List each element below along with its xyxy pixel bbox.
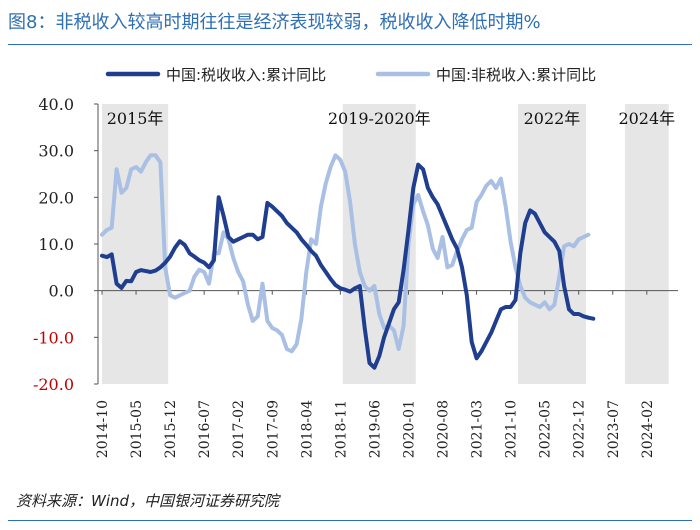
- bottom-rule: [8, 520, 692, 521]
- y-tick-label-1: 30.0: [38, 142, 74, 161]
- x-tick-label-2: 2015-12: [163, 400, 179, 458]
- shaded-period-label-1: 2019-2020年: [328, 109, 431, 128]
- series-line-1: [100, 153, 591, 354]
- shaded-period-0: [102, 104, 169, 384]
- x-tick-label-11: 2021-03: [470, 400, 486, 458]
- x-tick-label-14: 2022-12: [572, 400, 588, 458]
- x-tick-label-13: 2022-05: [538, 400, 554, 458]
- axes: 40.0 30.0 20.0 10.0 0.0 -10.0 -20.0 2014-10 2015…: [33, 95, 678, 458]
- x-tick-label-1: 2015-05: [129, 400, 145, 458]
- x-tick-label-5: 2017-09: [265, 400, 281, 458]
- x-tick-label-0: 2014-10: [95, 400, 111, 458]
- title-rule: [8, 44, 692, 45]
- legend-label-1: 中国:非税收入:累计同比: [436, 66, 596, 84]
- shaded-periods: 2015年 2019-2020年 2022年 2024年: [102, 104, 675, 384]
- shaded-period-label-3: 2024年: [618, 109, 675, 128]
- x-tick-label-6: 2018-04: [299, 400, 315, 458]
- series-line-0: [100, 162, 596, 370]
- x-tick-label-4: 2017-02: [231, 400, 247, 458]
- shaded-period-3: [624, 104, 669, 384]
- shaded-period-label-2: 2022年: [524, 109, 581, 128]
- y-tick-label-0: 40.0: [38, 95, 74, 114]
- source-note: 资料来源：Wind，中国银河证券研究院: [16, 492, 280, 510]
- x-tick-label-7: 2018-11: [333, 400, 349, 458]
- shaded-period-label-0: 2015年: [107, 109, 164, 128]
- x-tick-label-12: 2021-10: [504, 400, 520, 458]
- x-tick-label-16: 2024-02: [640, 400, 656, 458]
- series-lines: [100, 153, 596, 370]
- chart-title: 图8：非税收入较高时期往往是经济表现较弱，税收收入降低时期%: [8, 12, 541, 33]
- y-tick-label-2: 20.0: [38, 188, 74, 207]
- x-tick-label-15: 2023-07: [606, 400, 622, 458]
- y-tick-label-6: -20.0: [33, 375, 74, 394]
- x-tick-label-10: 2020-08: [436, 400, 452, 458]
- x-tick-label-9: 2020-01: [401, 400, 417, 458]
- x-tick-label-8: 2019-06: [367, 400, 383, 458]
- y-tick-label-3: 10.0: [38, 235, 74, 254]
- legend: 中国:税收收入:累计同比 中国:非税收入:累计同比: [105, 66, 596, 84]
- y-tick-label-5: -10.0: [33, 328, 74, 347]
- y-tick-label-4: 0.0: [49, 282, 74, 301]
- x-tick-label-3: 2016-07: [197, 400, 213, 458]
- legend-label-0: 中国:税收收入:累计同比: [166, 66, 326, 84]
